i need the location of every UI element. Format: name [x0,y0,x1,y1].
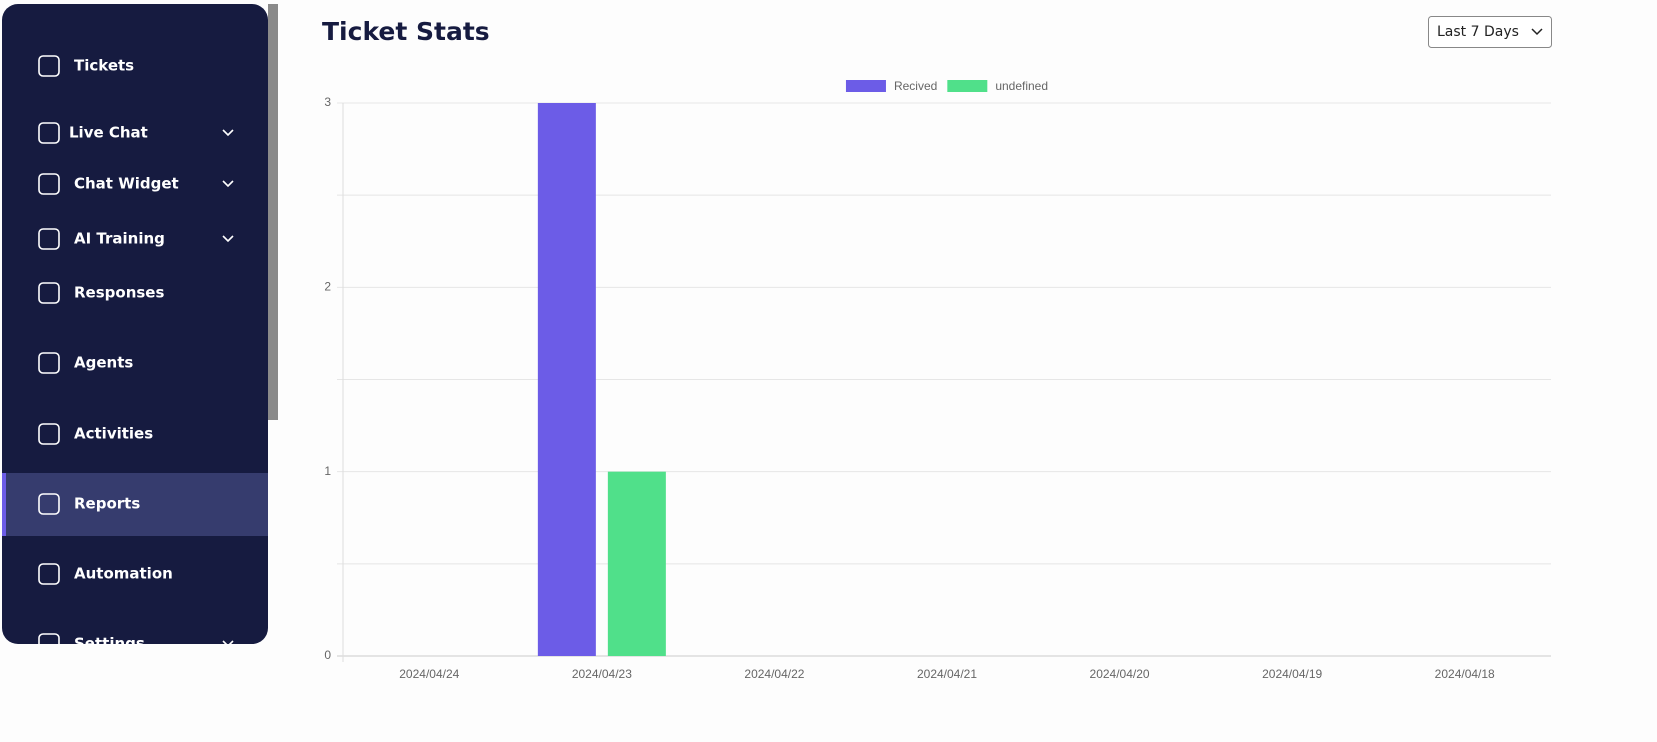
page-title: Ticket Stats [322,17,490,46]
x-tick-label: 2024/04/24 [399,667,459,681]
active-item-bg [2,473,268,536]
legend-label[interactable]: Recived [894,79,937,93]
nav-icon [38,563,60,585]
nav-item[interactable]: Chat Widget [74,175,179,193]
x-tick-label: 2024/04/20 [1090,667,1150,681]
nav-icon [38,122,60,144]
sidebar [2,4,268,644]
nav-item[interactable]: AI Training [74,230,165,248]
nav-icon [38,352,60,374]
nav-icon [38,282,60,304]
legend-label[interactable]: undefined [995,79,1048,93]
nav-icon [38,173,60,195]
nav-chevron [222,129,234,137]
x-tick-label: 2024/04/21 [917,667,977,681]
legend-swatch [947,80,988,92]
x-tick-label: 2024/04/19 [1262,667,1322,681]
bar [607,471,666,656]
nav-item[interactable]: Live Chat [69,124,148,142]
nav-chevron [222,235,234,243]
y-tick-label: 0 [324,648,331,662]
nav-item[interactable]: Tickets [74,57,134,75]
sidebar-clip [0,645,280,742]
x-tick-label: 2024/04/23 [572,667,632,681]
range-dropdown[interactable] [1428,16,1552,48]
nav-icon [38,423,60,445]
bar [537,103,596,656]
nav-item[interactable]: Reports [74,495,140,513]
nav-item[interactable]: Agents [74,354,133,372]
nav-icon [38,493,60,515]
nav-item[interactable]: Responses [74,284,164,302]
x-tick-label: 2024/04/22 [744,667,804,681]
scrollbar[interactable] [268,4,278,420]
y-tick-label: 1 [324,464,331,478]
active-indicator [2,473,6,536]
y-tick-label: 2 [324,280,331,294]
nav-item[interactable]: Activities [74,425,153,443]
x-tick-label: 2024/04/18 [1435,667,1495,681]
nav-icon [38,55,60,77]
nav-item[interactable]: Automation [74,565,173,583]
nav-chevron [222,180,234,188]
range-label: Last 7 Days [1437,24,1519,40]
legend-swatch [845,80,886,92]
dropdown-chevron [1531,28,1543,36]
y-tick-label: 3 [324,95,331,109]
nav-icon [38,228,60,250]
